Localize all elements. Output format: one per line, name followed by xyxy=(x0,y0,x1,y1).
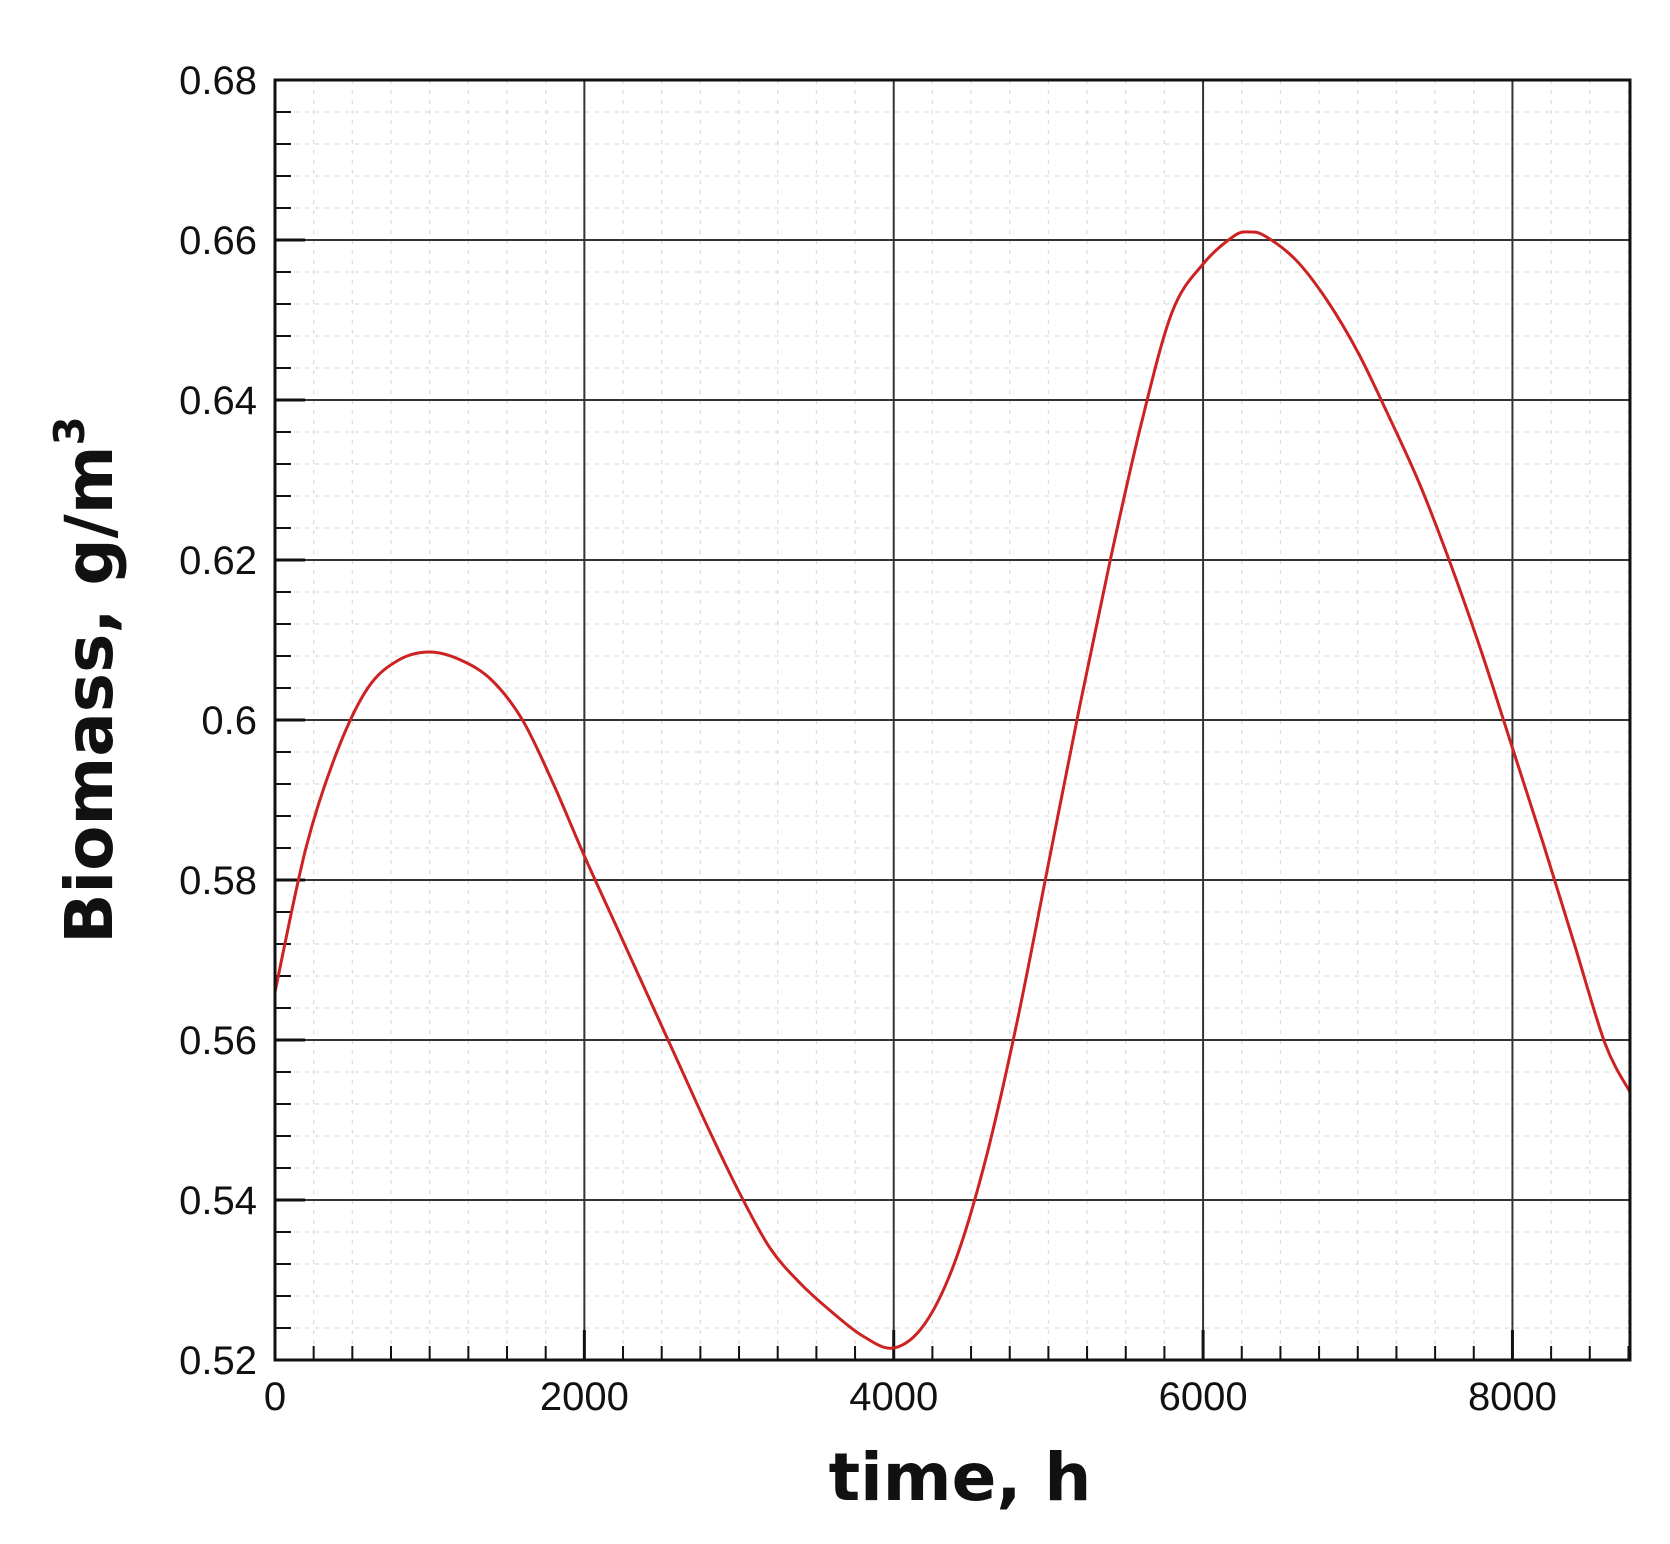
y-axis-title-text: Biomass, g/m xyxy=(51,445,128,943)
x-tick-label: 2000 xyxy=(540,1375,629,1419)
y-tick-label: 0.54 xyxy=(179,1179,257,1223)
major-grid xyxy=(274,79,1630,1361)
y-axis-title: Biomass, g/m3 xyxy=(45,416,128,944)
plot-frame xyxy=(273,78,1632,1362)
series-layer xyxy=(273,230,1632,1350)
x-tick-label: 6000 xyxy=(1159,1375,1248,1419)
y-tick-label: 0.62 xyxy=(179,539,257,583)
y-tick-label: 0.56 xyxy=(179,1019,257,1063)
y-tick-label: 0.68 xyxy=(179,59,257,103)
y-tick-label: 0.58 xyxy=(179,859,257,903)
y-tick-labels: 0.52 0.54 0.56 0.58 0.6 0.62 0.64 0.66 0.68 xyxy=(179,59,257,1383)
y-axis-title-superscript: 3 xyxy=(45,416,94,445)
minor-ticks xyxy=(275,111,1630,1360)
y-tick-label: 0.66 xyxy=(179,219,257,263)
x-tick-label: 4000 xyxy=(849,1375,938,1419)
x-tick-label: 0 xyxy=(264,1375,286,1419)
y-tick-label: 0.64 xyxy=(179,379,257,423)
x-axis-title: time, h xyxy=(829,1439,1092,1516)
series-line-0 xyxy=(273,230,1632,1350)
y-tick-label: 0.6 xyxy=(201,699,257,743)
x-tick-labels: 0 2000 4000 6000 8000 xyxy=(264,1375,1557,1419)
y-tick-label: 0.52 xyxy=(179,1339,257,1383)
x-tick-label: 8000 xyxy=(1468,1375,1557,1419)
